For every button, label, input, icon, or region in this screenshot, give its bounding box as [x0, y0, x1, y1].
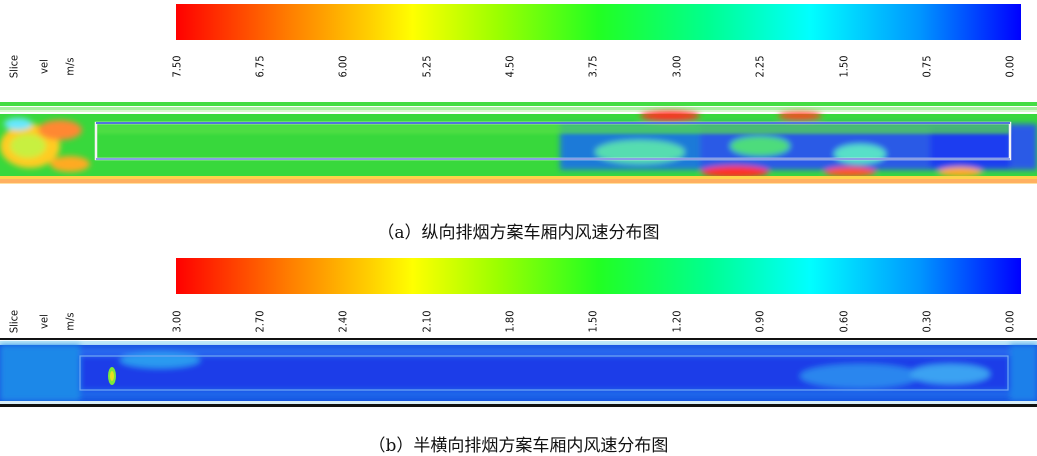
velocity-colorbar: [176, 258, 1021, 294]
tick-label: 0.30: [920, 310, 934, 333]
legend-variable-label: vel: [37, 314, 51, 329]
legend-unit-label: m/s: [63, 57, 77, 76]
tick-label: 0.75: [920, 55, 934, 78]
tick-label: 1.50: [586, 310, 600, 333]
tunnel-velocity-slice: [0, 102, 1037, 184]
tick-label: 6.00: [336, 55, 350, 78]
tick-label: 1.20: [670, 310, 684, 333]
tick-label: 2.25: [753, 55, 767, 78]
tick-label: 4.50: [503, 55, 517, 78]
tick-label: 1.50: [837, 55, 851, 78]
tick-label: 3.75: [586, 55, 600, 78]
tick-label: 3.00: [170, 310, 184, 333]
legend-slice-label: Slice: [7, 54, 21, 79]
tick-label: 0.00: [1003, 55, 1017, 78]
tunnel-velocity-slice: [0, 338, 1037, 407]
legend-variable-label: vel: [37, 59, 51, 74]
panel-longitudinal: Slice vel m/s 7.50 6.75 6.00 5.25 4.50 3…: [0, 0, 1037, 243]
tick-label: 7.50: [170, 55, 184, 78]
figure-caption: （b）半横向排烟方案车厢内风速分布图: [368, 436, 669, 456]
tick-label: 0.90: [753, 310, 767, 333]
tick-label: 0.00: [1003, 310, 1017, 333]
tick-label: 5.25: [420, 55, 434, 78]
tick-label: 2.40: [336, 310, 350, 333]
tick-label: 6.75: [253, 55, 267, 78]
tick-label: 0.60: [837, 310, 851, 333]
tick-label: 2.10: [420, 310, 434, 333]
velocity-colorbar: [176, 4, 1021, 40]
legend-unit-label: m/s: [63, 312, 77, 331]
tick-label: 3.00: [670, 55, 684, 78]
legend-slice-label: Slice: [7, 309, 21, 334]
panel-semi-transverse: Slice vel m/s 3.00 2.70 2.40 2.10 1.80 1…: [0, 222, 1037, 456]
tick-label: 2.70: [253, 310, 267, 333]
tick-label: 1.80: [503, 310, 517, 333]
figure-caption: （a）纵向排烟方案车厢内风速分布图: [377, 223, 660, 243]
